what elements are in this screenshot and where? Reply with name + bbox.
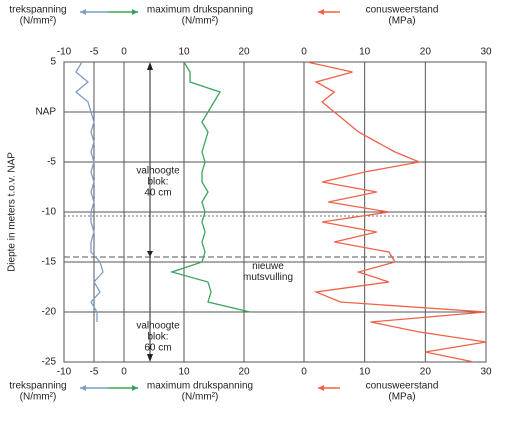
legend-unit: (N/mm²) <box>182 16 219 27</box>
series-line <box>306 61 487 363</box>
y-tick-label: 5 <box>50 57 56 68</box>
x-tick-label: 0 <box>301 47 307 58</box>
annotation: nieuwe <box>252 261 284 272</box>
x-tick-label: 0 <box>121 47 127 58</box>
y-axis-label: Diepte in meters t.o.v. NAP <box>7 152 18 272</box>
legend-arrowhead <box>318 385 324 391</box>
legend-arrowhead <box>132 385 138 391</box>
annotation: blok: <box>147 332 168 343</box>
x-tick-label: 10 <box>178 47 190 58</box>
x-tick-label: 0 <box>301 367 307 378</box>
x-tick-label: -10 <box>57 47 72 58</box>
y-tick-label: -5 <box>47 157 56 168</box>
legend-label: conusweerstand <box>366 5 439 16</box>
x-tick-label: 30 <box>480 367 492 378</box>
x-tick-label: 20 <box>238 367 250 378</box>
legend-label: maximum drukspanning <box>147 5 253 16</box>
annotation: 40 cm <box>144 188 171 199</box>
x-tick-label: 30 <box>480 47 492 58</box>
legend-arrowhead <box>318 9 324 15</box>
x-tick-label: -5 <box>90 367 99 378</box>
legend-unit: (N/mm²) <box>20 392 57 403</box>
annotation: mutsvulling <box>243 272 293 283</box>
legend-arrowhead <box>132 9 138 15</box>
y-tick-label: -20 <box>42 307 57 318</box>
annotation: valhoogte <box>136 166 180 177</box>
legend-arrowhead <box>80 9 86 15</box>
y-tick-label: -25 <box>42 357 57 368</box>
x-tick-label: 20 <box>420 367 432 378</box>
x-tick-label: 10 <box>178 367 190 378</box>
annotation: blok: <box>147 177 168 188</box>
y-tick-label: NAP <box>35 107 56 118</box>
series-line <box>169 61 251 313</box>
annotation: 60 cm <box>144 343 171 354</box>
x-tick-label: 20 <box>420 47 432 58</box>
legend-unit: (N/mm²) <box>20 16 57 27</box>
legend-label: trekspanning <box>9 5 66 16</box>
legend-arrowhead <box>80 385 86 391</box>
legend-unit: (MPa) <box>388 16 415 27</box>
series-line <box>74 61 104 322</box>
x-tick-label: -10 <box>57 367 72 378</box>
x-tick-label: 10 <box>359 47 371 58</box>
y-tick-label: -10 <box>42 207 57 218</box>
x-tick-label: 10 <box>359 367 371 378</box>
x-tick-label: 20 <box>238 47 250 58</box>
legend-unit: (MPa) <box>388 392 415 403</box>
x-tick-label: -5 <box>90 47 99 58</box>
annotation: valhoogte <box>136 321 180 332</box>
legend-unit: (N/mm²) <box>182 392 219 403</box>
x-tick-label: 0 <box>121 367 127 378</box>
legend-label: trekspanning <box>9 381 66 392</box>
legend-label: conusweerstand <box>366 381 439 392</box>
y-tick-label: -15 <box>42 257 57 268</box>
legend-label: maximum drukspanning <box>147 381 253 392</box>
